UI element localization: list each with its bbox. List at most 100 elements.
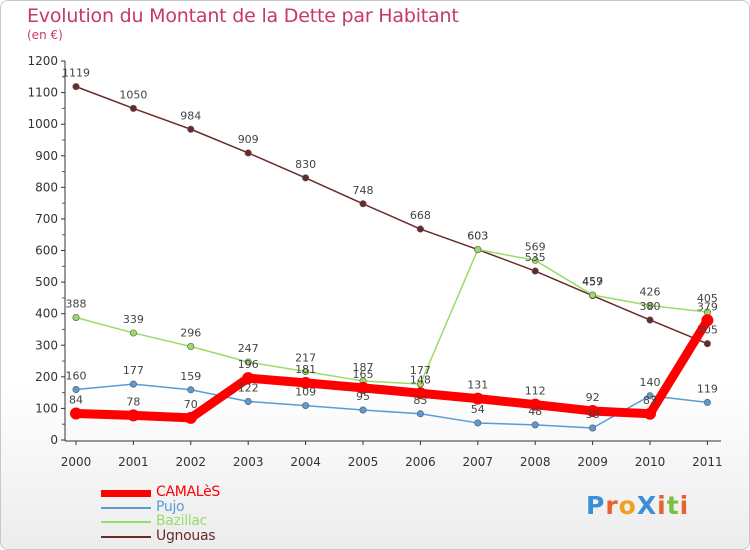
data-label: 165: [353, 368, 374, 381]
y-tick-label: 100: [35, 401, 58, 415]
data-point: [184, 411, 197, 424]
x-tick-label: 2000: [61, 455, 92, 469]
brand-letter: i: [679, 491, 690, 520]
data-label: 535: [525, 251, 546, 264]
data-label: 187: [353, 361, 374, 374]
data-point: [129, 329, 137, 337]
data-label: 459: [582, 275, 603, 288]
data-point: [646, 392, 654, 400]
data-point: [586, 404, 599, 417]
x-tick-label: 2001: [118, 455, 149, 469]
data-label: 122: [238, 381, 259, 394]
x-tick-label: 2006: [405, 455, 436, 469]
data-point: [129, 380, 137, 388]
brand-letter: o: [618, 491, 637, 520]
data-point: [127, 409, 140, 422]
legend-swatch: [101, 521, 151, 523]
data-label: 380: [640, 300, 661, 313]
data-point: [529, 398, 542, 411]
data-label: 1119: [62, 67, 90, 80]
data-label: 109: [295, 386, 316, 399]
data-label: 247: [238, 342, 259, 355]
data-point: [359, 406, 367, 414]
data-point: [72, 313, 80, 321]
x-tick-label: 2008: [520, 455, 551, 469]
data-label: 177: [410, 364, 431, 377]
x-tick-label: 2011: [692, 455, 723, 469]
brand-letter: r: [605, 491, 619, 520]
data-point: [646, 316, 654, 324]
data-point: [589, 424, 597, 432]
data-label: 457: [582, 276, 603, 289]
data-point: [531, 421, 539, 429]
data-label: 405: [697, 292, 718, 305]
data-point: [244, 358, 252, 366]
data-point: [474, 419, 482, 427]
data-point: [471, 392, 484, 405]
y-tick-label: 1000: [27, 117, 58, 131]
data-label: 159: [180, 370, 201, 383]
brand-letter: P: [586, 491, 606, 520]
data-point: [703, 340, 711, 348]
data-label: 603: [467, 230, 488, 243]
legend-swatch: [101, 490, 151, 497]
legend-label: Pujo: [156, 498, 185, 515]
data-label: 305: [697, 324, 718, 337]
data-label: 112: [525, 385, 546, 398]
chart-unit: (en €): [27, 28, 63, 42]
data-label: 92: [586, 391, 600, 404]
brand-logo: ProXiti: [586, 491, 689, 520]
data-point: [644, 407, 656, 420]
data-label: 668: [410, 209, 431, 222]
legend-label: Bazillac: [156, 513, 208, 529]
data-label: 603: [467, 230, 488, 243]
data-label: 181: [295, 363, 316, 376]
data-point: [70, 407, 82, 420]
data-point: [474, 246, 482, 254]
data-label: 830: [295, 158, 316, 171]
y-tick-label: 800: [35, 180, 58, 194]
y-tick-label: 900: [35, 149, 58, 163]
x-tick-label: 2010: [635, 455, 666, 469]
data-point: [357, 381, 369, 394]
data-label: 140: [640, 376, 661, 389]
data-label: 196: [238, 358, 259, 371]
data-point: [302, 174, 310, 182]
legend-label: CAMALèS: [156, 484, 220, 500]
data-point: [242, 372, 255, 385]
data-label: 426: [640, 285, 661, 298]
y-tick-label: 300: [35, 338, 58, 352]
data-label: 339: [123, 313, 144, 326]
data-label: 296: [180, 327, 201, 340]
data-point: [187, 343, 195, 351]
data-point: [416, 410, 424, 418]
data-point: [72, 385, 80, 393]
data-label: 48: [528, 405, 542, 418]
legend-swatch: [101, 535, 151, 538]
data-point: [129, 104, 137, 112]
y-tick-label: 1100: [27, 86, 58, 100]
y-tick-label: 0: [50, 433, 58, 447]
data-label: 160: [66, 369, 87, 382]
x-tick-label: 2002: [176, 455, 207, 469]
data-label: 95: [356, 390, 370, 403]
data-point: [414, 387, 427, 400]
data-label: 909: [238, 133, 259, 146]
data-label: 748: [353, 184, 374, 197]
data-label: 148: [410, 373, 431, 386]
data-label: 54: [471, 403, 485, 416]
x-tick-label: 2007: [463, 455, 494, 469]
series-line-bazillac: [75, 248, 709, 385]
y-tick-label: 700: [35, 212, 58, 226]
y-tick-label: 200: [35, 370, 58, 384]
data-point: [416, 225, 424, 233]
data-point: [531, 267, 539, 275]
data-label: 217: [295, 351, 316, 364]
data-point: [72, 83, 80, 91]
x-tick-label: 2005: [348, 455, 379, 469]
y-tick-label: 600: [35, 244, 58, 258]
data-label: 379: [697, 300, 718, 313]
data-point: [531, 256, 539, 264]
data-label: 78: [126, 395, 140, 408]
